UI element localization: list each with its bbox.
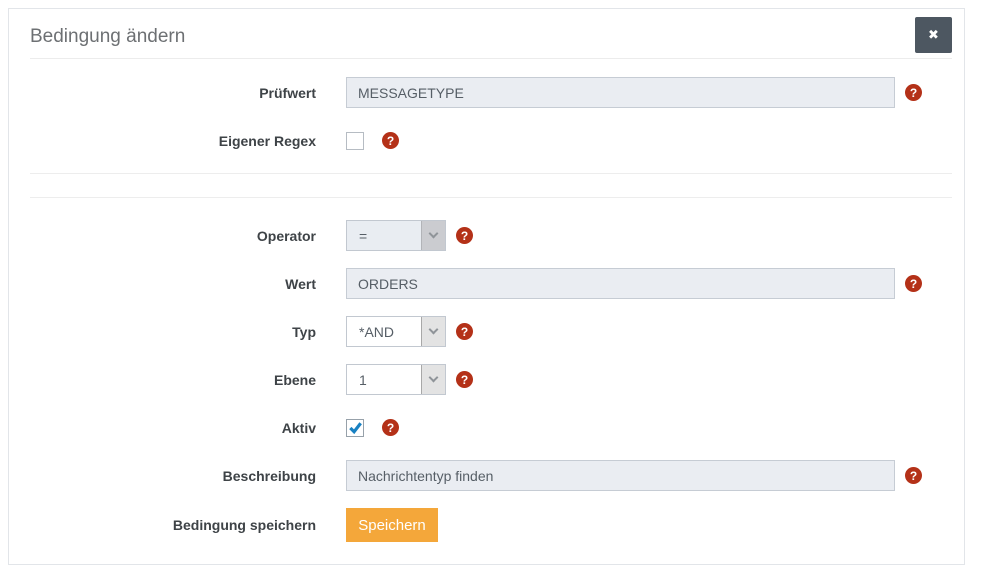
page-title: Bedingung ändern: [30, 26, 186, 47]
pruefwert-input[interactable]: [346, 77, 895, 108]
operator-label: Operator: [256, 227, 316, 244]
close-button[interactable]: ✖: [915, 17, 952, 53]
row-save: Bedingung speichern Speichern: [30, 508, 964, 542]
row-aktiv: Aktiv ?: [30, 412, 964, 443]
help-icon[interactable]: ?: [382, 132, 399, 149]
help-icon[interactable]: ?: [456, 227, 473, 244]
ebene-select-value: 1: [359, 371, 367, 388]
condition-dialog: Bedingung ändern ✖ Prüfwert ? Eigener Re…: [8, 8, 965, 565]
operator-select-value: =: [347, 221, 421, 250]
help-icon[interactable]: ?: [456, 371, 473, 388]
typ-select-value: *AND: [359, 323, 395, 340]
wert-input[interactable]: [346, 268, 895, 299]
help-icon[interactable]: ?: [456, 323, 473, 340]
eigener-regex-checkbox[interactable]: [346, 131, 364, 150]
row-typ: Typ *AND ?: [30, 316, 964, 347]
close-icon: ✖: [928, 27, 939, 42]
row-ebene: Ebene 1 ?: [30, 364, 964, 395]
check-icon: [348, 422, 362, 435]
pruefwert-label: Prüfwert: [259, 84, 316, 101]
row-eigener-regex: Eigener Regex ?: [30, 125, 964, 156]
help-icon[interactable]: ?: [905, 84, 922, 101]
save-row-label: Bedingung speichern: [172, 517, 316, 533]
beschreibung-label: Beschreibung: [222, 467, 316, 484]
wert-label: Wert: [285, 275, 316, 292]
chevron-down-icon: [421, 317, 445, 346]
condition-form: Prüfwert ? Eigener Regex ? Operator = ? …: [9, 59, 964, 542]
row-pruefwert: Prüfwert ?: [30, 77, 964, 108]
typ-select[interactable]: *AND: [346, 316, 446, 347]
help-icon[interactable]: ?: [905, 275, 922, 292]
section-separator: [30, 173, 952, 198]
ebene-label: Ebene: [273, 371, 316, 388]
dialog-header: Bedingung ändern ✖: [30, 9, 952, 59]
eigener-regex-label: Eigener Regex: [218, 132, 316, 149]
aktiv-checkbox[interactable]: [346, 418, 364, 437]
typ-label: Typ: [292, 323, 316, 340]
ebene-select[interactable]: 1: [346, 364, 446, 395]
help-icon[interactable]: ?: [905, 467, 922, 484]
help-icon[interactable]: ?: [382, 419, 399, 436]
chevron-down-icon: [421, 221, 445, 250]
chevron-down-icon: [421, 365, 445, 394]
operator-select[interactable]: =: [346, 220, 446, 251]
aktiv-label: Aktiv: [281, 419, 316, 436]
row-beschreibung: Beschreibung ?: [30, 460, 964, 491]
row-operator: Operator = ?: [30, 220, 964, 251]
row-wert: Wert ?: [30, 268, 964, 299]
beschreibung-input[interactable]: [346, 460, 895, 491]
save-button[interactable]: Speichern: [346, 508, 438, 542]
